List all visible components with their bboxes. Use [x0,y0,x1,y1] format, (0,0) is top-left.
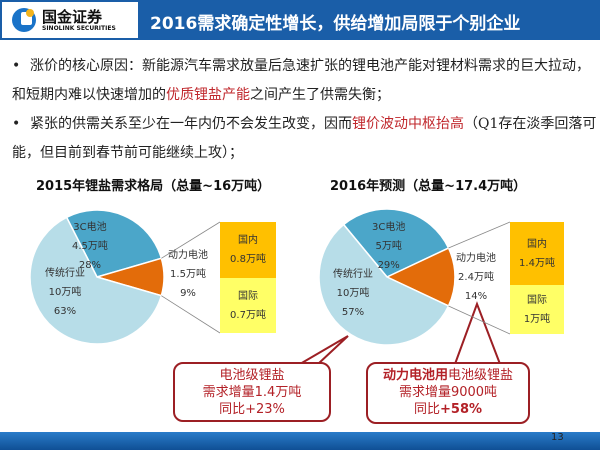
connector-line-bottom [161,295,221,334]
bullet-1: • 涨价的核心原因：新能源汽车需求放量后急速扩张的锂电池产能对锂材料需求的巨大拉动… [12,58,590,103]
callout-2015: 电池级锂盐 需求增量1.4万吨 同比+23% [173,362,331,422]
breakdown-intl-2016: 国际 1万吨 [510,285,564,334]
label-power-2016: 动力电池 2.4万吨 14% [456,253,496,302]
chart-title-2016: 2016年预测（总量~17.4万吨） [330,179,527,194]
bullet-2: • 紧张的供需关系至少在一年内仍不会发生改变，因而锂价波动中枢抬高（Q1存在淡季回… [12,116,597,161]
label-trad-2016: 传统行业 10万吨 57% [333,269,373,318]
sinolink-logo-icon [12,8,36,32]
pie-slice-2015-0 [65,209,163,278]
pie-slice-2016-1 [385,247,456,307]
logo-en: SINOLINK SECURITIES [42,24,116,32]
connector-line-top [448,221,511,249]
chart-title-2015: 2015年锂盐需求格局（总量~16万吨） [36,179,271,194]
callout-pointer-2015 [299,335,349,365]
pie-slice-2016-2 [318,223,450,346]
label-3c-2015: 3C电池 4.5万吨 28% [72,222,108,271]
callout-pointer-2016 [454,301,501,365]
logo-cn: 国金证券 [42,7,103,26]
breakdown-intl-2015: 国际 0.7万吨 [220,278,276,333]
connector-line-top [161,221,221,259]
connector-line-bottom [448,305,511,335]
label-trad-2015: 传统行业 10万吨 63% [45,268,85,317]
slide-title: 2016需求确定性增长，供给增加局限于个别企业 [150,14,521,34]
label-power-2015: 动力电池 1.5万吨 9% [168,250,208,299]
page-number: 13 [551,432,564,443]
callout-2016: 动力电池用电池级锂盐 需求增量9000吨 同比+58% [366,362,530,424]
footer-bar [0,432,600,450]
logo: 国金证券 SINOLINK SECURITIES [2,2,138,38]
breakdown-domestic-2016: 国内 1.4万吨 [510,222,564,285]
label-3c-2016: 3C电池 5万吨 29% [372,222,406,271]
breakdown-domestic-2015: 国内 0.8万吨 [220,222,276,278]
pie-slice-2015-2 [29,216,163,345]
